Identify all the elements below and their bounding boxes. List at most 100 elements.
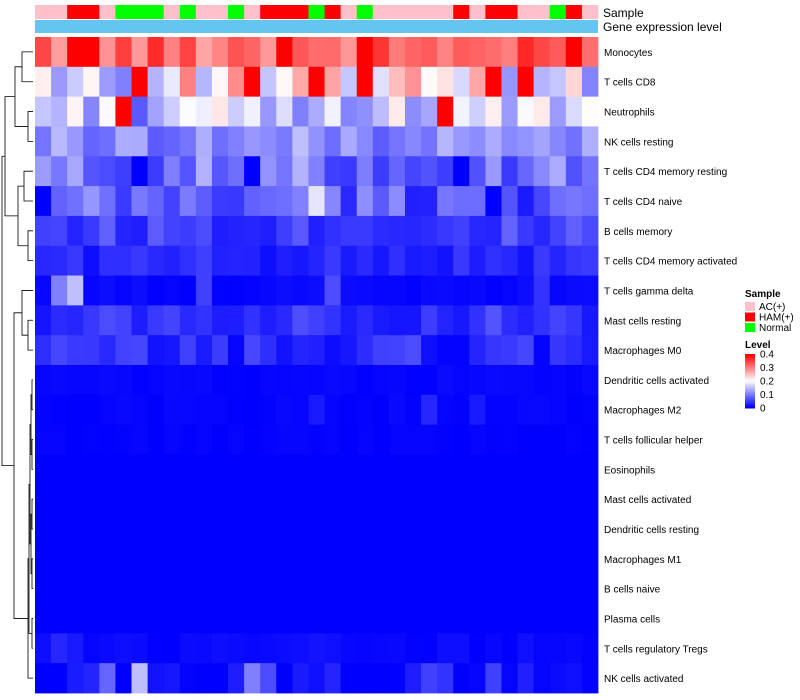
heatmap-cell <box>308 365 325 396</box>
heatmap-cell <box>51 365 68 396</box>
heatmap-cell <box>35 305 52 336</box>
heatmap-cell <box>437 514 454 545</box>
heatmap-cell <box>308 514 325 545</box>
heatmap-cell <box>421 514 438 545</box>
heatmap-cell <box>565 275 583 306</box>
heatmap-cell <box>83 126 100 157</box>
heatmap-cell <box>485 275 502 306</box>
heatmap-cell <box>211 573 229 604</box>
heatmap-cell <box>35 215 52 247</box>
heatmap-cell <box>372 394 390 426</box>
heatmap-cell <box>51 305 68 336</box>
heatmap-cell <box>388 305 406 336</box>
heatmap-cell <box>340 96 358 127</box>
heatmap-cell <box>51 603 68 634</box>
heatmap-cell <box>51 633 68 664</box>
heatmap-cell <box>421 305 438 336</box>
heatmap-cell <box>131 156 148 187</box>
heatmap-cell <box>340 156 358 187</box>
heatmap-cell <box>308 96 325 127</box>
heatmap-cell <box>179 66 197 98</box>
heatmap-cell <box>517 424 535 455</box>
heatmap-cell <box>469 573 486 604</box>
heatmap-cell <box>565 245 583 276</box>
sample-annotation-cell <box>195 5 213 19</box>
dendrogram-branch <box>28 483 32 634</box>
heatmap-cell <box>211 126 229 157</box>
heatmap-cell <box>228 156 245 187</box>
heatmap-cell <box>437 96 454 127</box>
heatmap-cell <box>533 633 551 664</box>
heatmap-cell <box>372 245 390 276</box>
legend-level-gradient-step <box>745 398 755 401</box>
heatmap-cell <box>179 424 197 455</box>
heatmap-cell <box>115 365 132 396</box>
heatmap-cell <box>83 394 100 426</box>
heatmap-cell <box>421 365 438 396</box>
legend-sample: Sample AC(+)HAM(+)Normal <box>745 289 794 334</box>
heatmap-cell <box>292 365 309 396</box>
heatmap-cell <box>372 454 390 485</box>
heatmap-cell <box>67 543 84 575</box>
heatmap-cell <box>356 573 374 604</box>
heatmap-cell <box>276 186 293 217</box>
heatmap-cell <box>35 514 52 545</box>
heatmap-cell <box>581 305 599 336</box>
heatmap-cell <box>51 514 68 545</box>
heatmap-cell <box>99 484 116 515</box>
heatmap-cell <box>453 514 470 545</box>
heatmap-cell <box>51 543 68 575</box>
heatmap-cell <box>228 424 245 455</box>
heatmap-cell <box>147 215 165 247</box>
heatmap-cell <box>340 633 358 664</box>
heatmap-cell <box>340 543 358 575</box>
legend-level-gradient-step <box>745 391 755 394</box>
heatmap-cell <box>517 514 535 545</box>
dendrogram-branch <box>23 170 33 202</box>
sample-annotation-cell <box>485 5 502 19</box>
heatmap-cell <box>501 245 518 276</box>
heatmap-cell <box>292 603 309 634</box>
heatmap-cell <box>51 37 68 68</box>
sample-annotation-cell <box>517 5 535 19</box>
heatmap-cell <box>228 66 245 98</box>
heatmap-cell <box>115 245 132 276</box>
legend-sample-label: HAM(+) <box>759 313 794 324</box>
heatmap-cell <box>179 275 197 306</box>
heatmap-cell <box>404 514 422 545</box>
heatmap-cell <box>228 37 245 68</box>
heatmap-cell <box>437 156 454 187</box>
sample-annotation-cell <box>228 5 245 19</box>
legend-sample-label: Normal <box>759 323 791 334</box>
legend-sample-swatch <box>745 312 755 322</box>
heatmap-cell <box>469 66 486 98</box>
heatmap-cell <box>565 514 583 545</box>
heatmap-cell <box>324 424 342 455</box>
legend-level-gradient-step <box>745 403 755 406</box>
heatmap-cell <box>115 663 132 694</box>
heatmap-cell <box>517 245 535 276</box>
heatmap-cell <box>131 335 148 366</box>
heatmap-cell <box>260 424 277 455</box>
heatmap-cell <box>228 365 245 396</box>
heatmap-cell <box>83 424 100 455</box>
heatmap-cell <box>51 663 68 694</box>
heatmap-cell <box>501 663 518 694</box>
heatmap-cell <box>340 424 358 455</box>
heatmap-cell <box>163 365 181 396</box>
heatmap-cell <box>421 156 438 187</box>
heatmap-cell <box>485 245 502 276</box>
legend-level-gradient-step <box>745 397 755 400</box>
heatmap-cell <box>388 275 406 306</box>
heatmap-cell <box>388 543 406 575</box>
heatmap-cell <box>565 37 583 68</box>
heatmap-cell <box>292 156 309 187</box>
heatmap-cell <box>340 126 358 157</box>
heatmap-cell <box>99 454 116 485</box>
row-label: T cells gamma delta <box>604 286 694 297</box>
heatmap-cell <box>195 663 213 694</box>
heatmap-cell <box>549 215 567 247</box>
heatmap-cell <box>469 37 486 68</box>
heatmap-cell <box>485 186 502 217</box>
heatmap-cell <box>372 37 390 68</box>
